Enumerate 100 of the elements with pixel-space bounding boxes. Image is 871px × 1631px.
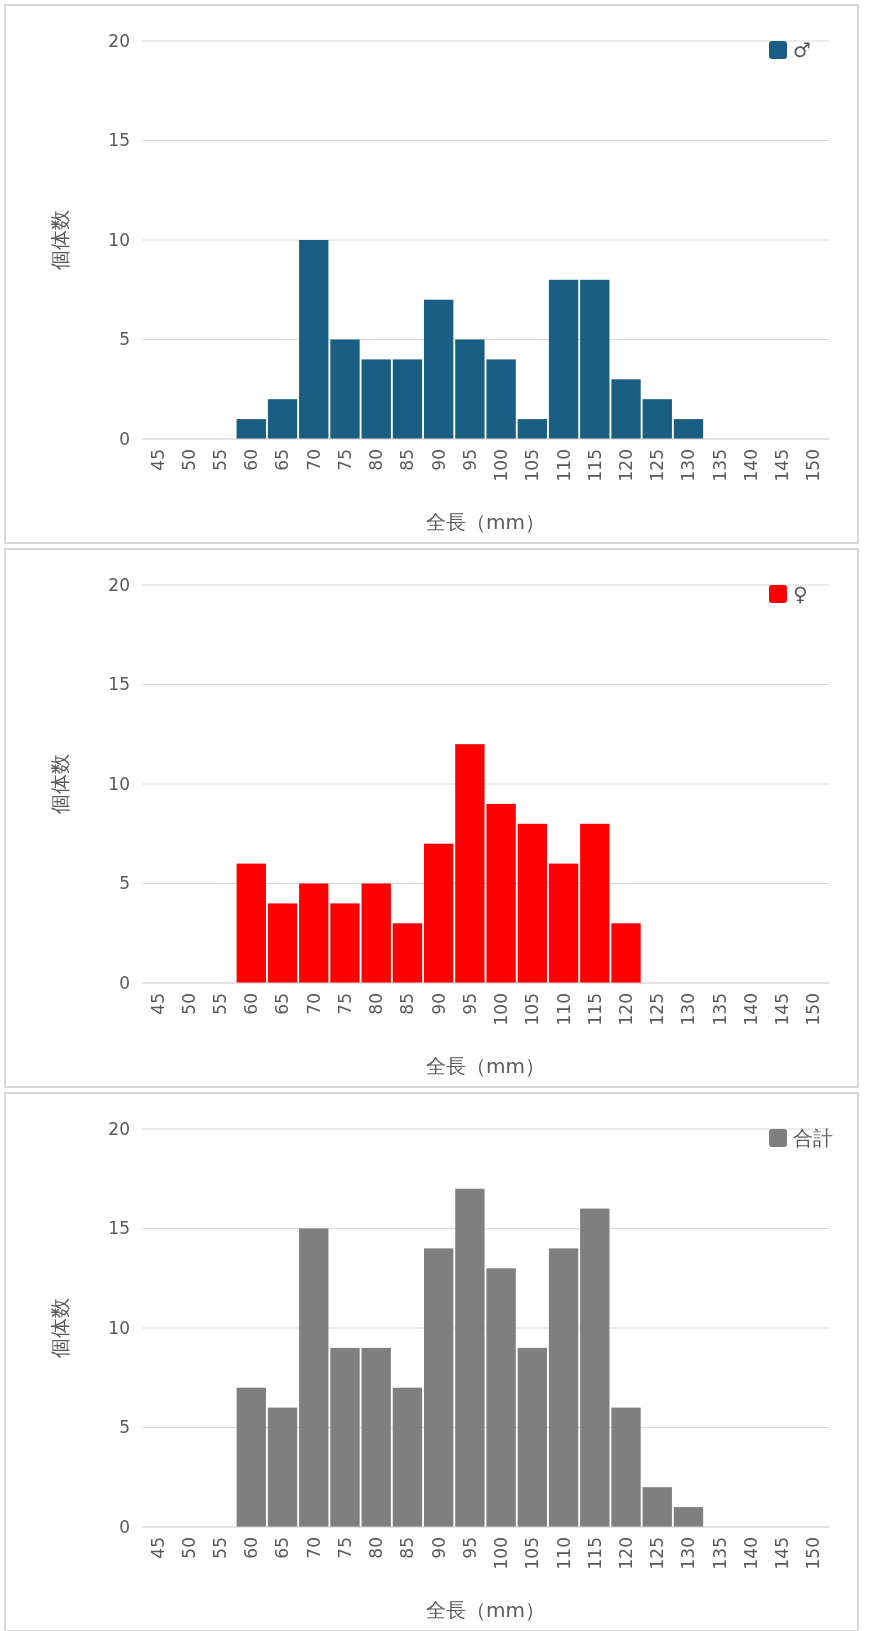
y-tick-label: 20 bbox=[108, 1118, 130, 1139]
x-tick-label: 130 bbox=[678, 1537, 699, 1570]
x-tick-label: 105 bbox=[522, 449, 543, 482]
x-tick-label: 120 bbox=[615, 1537, 636, 1570]
bar bbox=[423, 1248, 454, 1527]
x-axis-title: 全長（mm） bbox=[426, 1054, 545, 1078]
bar bbox=[236, 863, 266, 983]
x-tick-label: 95 bbox=[459, 449, 480, 471]
x-tick-label: 60 bbox=[241, 993, 262, 1015]
y-tick-label: 5 bbox=[119, 873, 130, 894]
x-tick-label: 70 bbox=[303, 1537, 324, 1559]
bar bbox=[423, 299, 454, 439]
x-tick-label: 110 bbox=[553, 993, 574, 1026]
x-tick-label: 150 bbox=[803, 449, 824, 482]
x-tick-label: 60 bbox=[241, 1537, 262, 1559]
bar bbox=[673, 419, 704, 439]
y-tick-label: 0 bbox=[119, 1516, 130, 1537]
x-tick-label: 75 bbox=[334, 993, 355, 1015]
y-tick-label: 15 bbox=[108, 1218, 130, 1239]
x-tick-label: 90 bbox=[428, 1537, 449, 1559]
y-tick-label: 0 bbox=[119, 428, 130, 449]
legend-label: ♀ bbox=[793, 582, 808, 606]
bar bbox=[517, 419, 548, 439]
x-tick-label: 140 bbox=[740, 993, 761, 1026]
bar bbox=[299, 883, 329, 983]
bar bbox=[611, 379, 641, 439]
x-tick-label: 145 bbox=[772, 449, 793, 482]
bar bbox=[423, 843, 454, 983]
y-tick-label: 20 bbox=[108, 574, 130, 595]
x-tick-label: 45 bbox=[147, 1537, 168, 1559]
x-tick-label: 70 bbox=[303, 993, 324, 1015]
bar bbox=[548, 863, 579, 983]
y-tick-label: 10 bbox=[108, 229, 130, 250]
x-tick-label: 65 bbox=[272, 1537, 293, 1559]
bar bbox=[517, 823, 548, 983]
x-tick-label: 45 bbox=[147, 449, 168, 471]
bar bbox=[299, 1228, 329, 1527]
y-tick-label: 10 bbox=[108, 773, 130, 794]
bar bbox=[642, 1487, 672, 1527]
bar bbox=[580, 1208, 610, 1527]
x-tick-label: 50 bbox=[178, 449, 199, 471]
x-tick-label: 65 bbox=[272, 449, 293, 471]
x-tick-label: 140 bbox=[740, 449, 761, 482]
x-axis-title: 全長（mm） bbox=[426, 1598, 545, 1622]
y-tick-label: 10 bbox=[108, 1317, 130, 1338]
x-tick-label: 80 bbox=[366, 449, 387, 471]
x-tick-label: 115 bbox=[584, 1537, 605, 1570]
bar bbox=[330, 903, 360, 983]
bar bbox=[361, 359, 391, 439]
y-axis-title: 個体数 bbox=[48, 210, 72, 270]
x-tick-label: 125 bbox=[647, 993, 668, 1026]
x-tick-label: 80 bbox=[366, 1537, 387, 1559]
x-tick-label: 55 bbox=[210, 1537, 231, 1559]
x-tick-label: 95 bbox=[459, 993, 480, 1015]
bar bbox=[611, 923, 641, 983]
x-tick-label: 105 bbox=[522, 1537, 543, 1570]
y-tick-label: 15 bbox=[108, 130, 130, 151]
bar bbox=[673, 1507, 704, 1527]
bar bbox=[267, 903, 298, 983]
x-tick-label: 75 bbox=[334, 1537, 355, 1559]
x-tick-label: 110 bbox=[553, 449, 574, 482]
bar bbox=[330, 339, 360, 439]
x-tick-label: 50 bbox=[178, 993, 199, 1015]
x-tick-label: 95 bbox=[459, 1537, 480, 1559]
x-tick-label: 80 bbox=[366, 993, 387, 1015]
x-tick-label: 130 bbox=[678, 993, 699, 1026]
y-tick-label: 15 bbox=[108, 674, 130, 695]
y-axis-title: 個体数 bbox=[48, 1298, 72, 1358]
x-tick-label: 130 bbox=[678, 449, 699, 482]
x-tick-label: 115 bbox=[584, 993, 605, 1026]
bar bbox=[548, 1248, 579, 1527]
x-tick-label: 120 bbox=[615, 449, 636, 482]
x-tick-label: 55 bbox=[210, 993, 231, 1015]
x-tick-label: 65 bbox=[272, 993, 293, 1015]
x-tick-label: 100 bbox=[491, 1537, 512, 1570]
legend-label: 合計 bbox=[793, 1126, 833, 1150]
x-tick-label: 85 bbox=[397, 1537, 418, 1559]
bar bbox=[299, 240, 329, 439]
x-tick-label: 145 bbox=[772, 1537, 793, 1570]
bar bbox=[267, 1407, 298, 1527]
x-tick-label: 55 bbox=[210, 449, 231, 471]
bar bbox=[392, 359, 423, 439]
x-tick-label: 105 bbox=[522, 993, 543, 1026]
bar bbox=[361, 1347, 391, 1527]
bar bbox=[361, 883, 391, 983]
bar bbox=[392, 1387, 423, 1527]
bar bbox=[548, 279, 579, 439]
y-tick-label: 0 bbox=[119, 972, 130, 993]
y-tick-label: 20 bbox=[108, 30, 130, 51]
y-tick-label: 5 bbox=[119, 329, 130, 350]
x-tick-label: 135 bbox=[709, 993, 730, 1026]
y-axis-title: 個体数 bbox=[48, 754, 72, 814]
bar bbox=[392, 923, 423, 983]
bar bbox=[580, 823, 610, 983]
x-tick-label: 90 bbox=[428, 449, 449, 471]
x-tick-label: 120 bbox=[615, 993, 636, 1026]
x-tick-label: 85 bbox=[397, 993, 418, 1015]
bar bbox=[517, 1347, 548, 1527]
x-tick-label: 60 bbox=[241, 449, 262, 471]
x-tick-label: 135 bbox=[709, 1537, 730, 1570]
